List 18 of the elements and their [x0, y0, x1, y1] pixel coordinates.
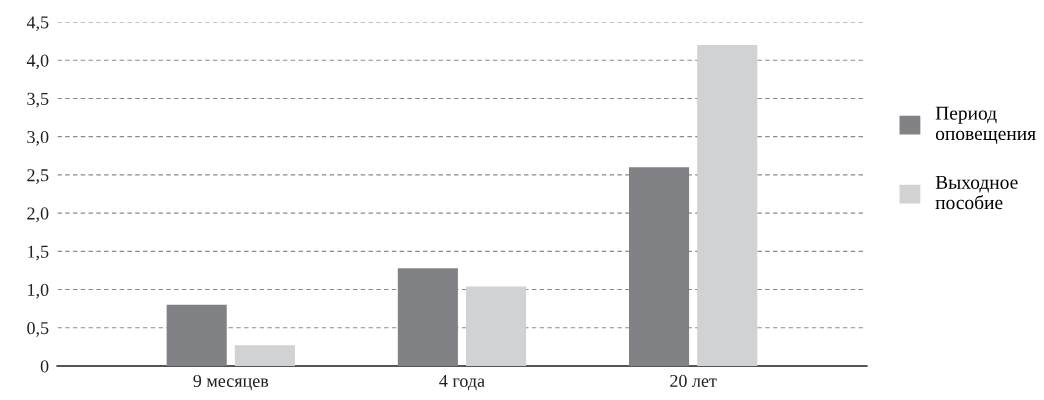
y-tick-label: 1,0: [28, 283, 49, 299]
y-tick-label: 4,0: [26, 54, 49, 70]
legend-label: Период оповещения: [935, 106, 1036, 144]
y-tick-label: 4,5: [26, 16, 49, 32]
legend-label: Выходное пособие: [935, 175, 1018, 210]
bar: [234, 345, 295, 366]
bar: [466, 286, 527, 366]
y-tick-label: 3,0: [27, 130, 49, 146]
y-tick-label: 0: [40, 360, 49, 373]
bar: [697, 44, 758, 366]
y-tick-label: 0,5: [27, 322, 49, 337]
y-tick-label: 1,5: [28, 245, 49, 261]
y-tick-label: 2,5: [27, 169, 49, 184]
y-tick-label: 2,0: [27, 207, 49, 223]
x-tick-label: 4 года: [439, 374, 485, 391]
y-tick-label: 3,5: [27, 92, 49, 108]
x-tick-label: 9 месяцев: [193, 374, 269, 391]
x-tick-label: 20 лет: [670, 374, 717, 388]
